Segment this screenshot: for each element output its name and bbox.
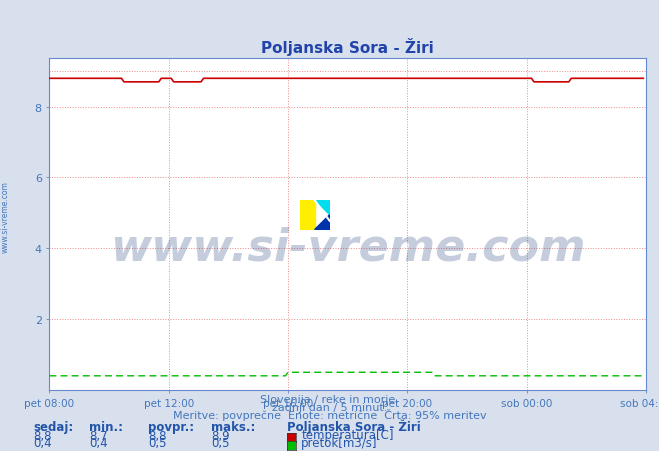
Text: maks.:: maks.: bbox=[211, 420, 255, 433]
Text: 0,4: 0,4 bbox=[33, 437, 51, 450]
Text: www.si-vreme.com: www.si-vreme.com bbox=[110, 226, 585, 269]
Polygon shape bbox=[315, 201, 330, 216]
Text: temperatura[C]: temperatura[C] bbox=[301, 428, 393, 442]
Text: 8,7: 8,7 bbox=[89, 429, 107, 442]
Text: povpr.:: povpr.: bbox=[148, 420, 194, 433]
Text: 0,5: 0,5 bbox=[211, 437, 229, 450]
Text: 8,8: 8,8 bbox=[148, 429, 167, 442]
Text: 8,9: 8,9 bbox=[211, 429, 229, 442]
Text: Slovenija / reke in morje.: Slovenija / reke in morje. bbox=[260, 394, 399, 404]
Text: Meritve: povprečne  Enote: metrične  Črta: 95% meritev: Meritve: povprečne Enote: metrične Črta:… bbox=[173, 409, 486, 420]
Title: Poljanska Sora - Žiri: Poljanska Sora - Žiri bbox=[261, 38, 434, 56]
Text: Poljanska Sora - Žiri: Poljanska Sora - Žiri bbox=[287, 419, 420, 433]
Text: www.si-vreme.com: www.si-vreme.com bbox=[1, 180, 10, 253]
Text: min.:: min.: bbox=[89, 420, 123, 433]
Text: sedaj:: sedaj: bbox=[33, 420, 73, 433]
Text: zadnji dan / 5 minut.: zadnji dan / 5 minut. bbox=[272, 402, 387, 412]
Bar bbox=[300, 201, 315, 230]
Text: 8,8: 8,8 bbox=[33, 429, 51, 442]
Text: pretok[m3/s]: pretok[m3/s] bbox=[301, 437, 378, 450]
Text: 0,5: 0,5 bbox=[148, 437, 167, 450]
Polygon shape bbox=[315, 216, 330, 230]
Text: 0,4: 0,4 bbox=[89, 437, 107, 450]
